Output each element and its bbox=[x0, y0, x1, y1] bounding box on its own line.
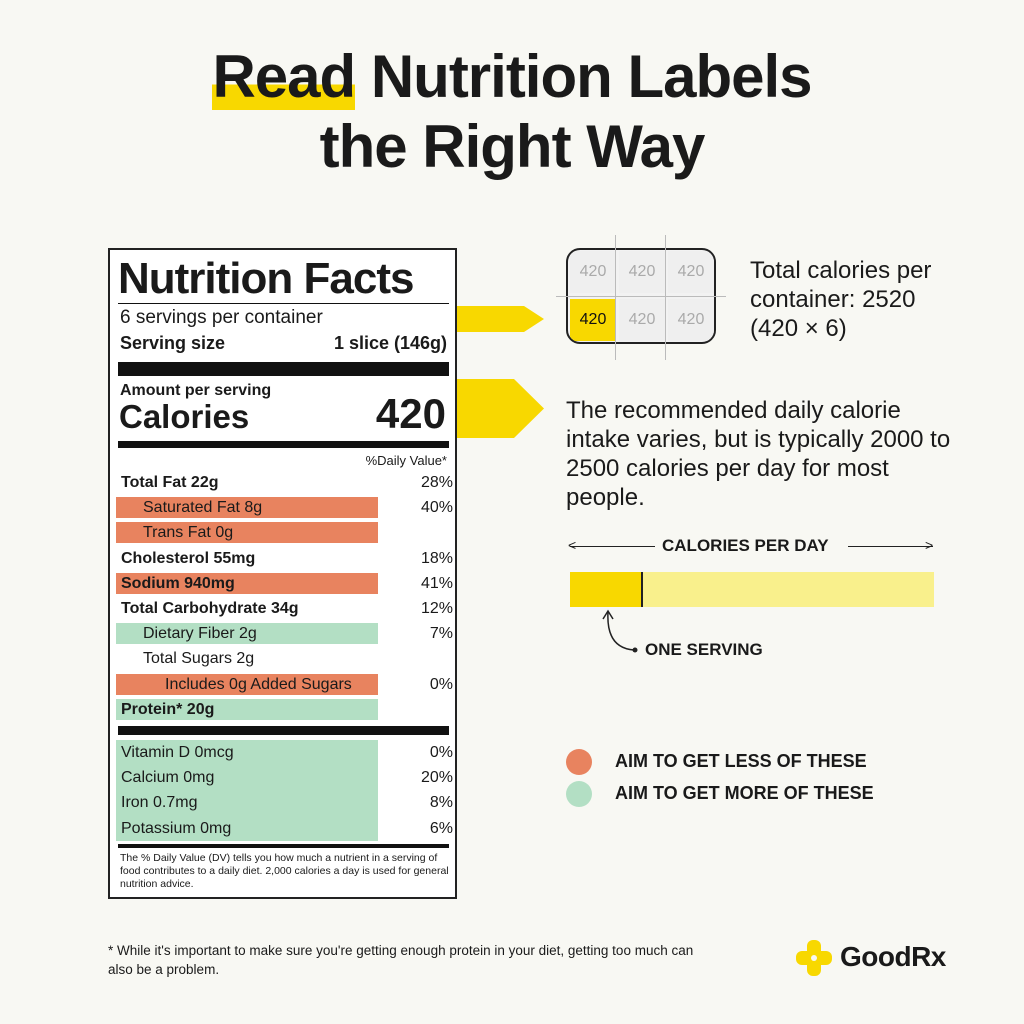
more-highlight bbox=[116, 765, 378, 791]
serving-cell: 420 bbox=[668, 251, 714, 293]
arrow-right-icon bbox=[848, 546, 933, 547]
nutrient-row: Saturated Fat 8g 40% bbox=[116, 497, 453, 519]
goodrx-logo-icon bbox=[796, 940, 832, 976]
label-heading: Nutrition Facts bbox=[118, 254, 414, 303]
calories-day-bar bbox=[570, 572, 934, 607]
calories-value: 420 bbox=[375, 390, 446, 437]
serving-size-label: Serving size bbox=[120, 333, 226, 353]
nutrition-label: Nutrition Facts 6 servings per container… bbox=[108, 248, 457, 899]
serving-cell: 420 bbox=[619, 251, 665, 293]
nutrient-name: Total Fat 22g bbox=[121, 474, 219, 491]
label-footnote: The % Daily Value (DV) tells you how muc… bbox=[120, 852, 449, 890]
serving-cell: 420 bbox=[619, 299, 665, 341]
container-total-text: Total calories per container: 2520 (420 … bbox=[750, 257, 932, 342]
nutrient-row: Includes 0g Added Sugars 0% bbox=[116, 673, 453, 695]
vitamin-name: Calcium 0mg bbox=[121, 769, 215, 787]
goodrx-brand: GoodRx bbox=[840, 941, 946, 972]
daily-value-header: %Daily Value* bbox=[365, 453, 447, 468]
nutrient-name: Sodium 940mg bbox=[121, 574, 235, 592]
less-legend-dot bbox=[566, 749, 592, 775]
nutrient-name: Total Sugars 2g bbox=[143, 650, 255, 668]
calories-label: Calories bbox=[119, 398, 250, 435]
nutrient-name: Cholesterol 55mg bbox=[121, 549, 256, 567]
more-highlight bbox=[116, 698, 378, 720]
nutrient-row: Dietary Fiber 2g 7% bbox=[116, 623, 453, 645]
page-title: Read Nutrition Labels the Right Way bbox=[0, 42, 1024, 182]
curved-arrow-icon bbox=[602, 609, 638, 653]
less-highlight bbox=[116, 522, 378, 544]
less-legend-label: AIM TO GET LESS OF THESE bbox=[615, 751, 867, 771]
nutrient-dv: 41% bbox=[420, 574, 453, 592]
nutrient-row: Sodium 940mg 41% bbox=[116, 572, 453, 594]
nutrient-dv: 18% bbox=[420, 549, 453, 567]
title-line2: the Right Way bbox=[319, 113, 706, 180]
nutrient-dv: 0% bbox=[429, 675, 453, 693]
serving-cell: 420 bbox=[570, 251, 616, 293]
nutrient-row: Total Sugars 2g bbox=[116, 648, 453, 669]
calories-per-day-label: CALORIES PER DAY bbox=[662, 536, 829, 555]
vitamin-dv: 8% bbox=[429, 794, 453, 812]
less-highlight bbox=[116, 497, 378, 519]
nutrient-row: Total Fat 22g 28% bbox=[116, 472, 453, 493]
vitamin-row: Vitamin D 0mcg 0% bbox=[116, 740, 453, 766]
more-highlight bbox=[116, 790, 378, 816]
vitamin-name: Vitamin D 0mcg bbox=[121, 744, 234, 761]
more-legend-dot bbox=[566, 781, 592, 807]
nutrient-dv: 7% bbox=[429, 625, 453, 643]
nutrient-row: Protein* 20g bbox=[116, 698, 453, 720]
less-highlight bbox=[116, 572, 378, 594]
servings-per-container: 6 servings per container bbox=[120, 307, 323, 328]
nutrient-dv: 28% bbox=[420, 474, 453, 491]
nutrient-name: Trans Fat 0g bbox=[143, 524, 234, 542]
nutrient-row: Trans Fat 0g bbox=[116, 522, 453, 544]
serving-size-value: 1 slice (146g) bbox=[333, 333, 447, 353]
one-serving-label: ONE SERVING bbox=[645, 640, 763, 659]
arrow-left-icon bbox=[570, 546, 655, 547]
vitamin-row: Iron 0.7mg 8% bbox=[116, 790, 453, 816]
nutrient-row: Cholesterol 55mg 18% bbox=[116, 548, 453, 569]
title-line1: Nutrition Labels bbox=[355, 43, 813, 110]
nutrient-name: Dietary Fiber 2g bbox=[143, 625, 257, 643]
vitamin-row: Calcium 0mg 20% bbox=[116, 765, 453, 791]
serving-cell: 420 bbox=[668, 299, 714, 341]
vitamin-name: Iron 0.7mg bbox=[121, 794, 198, 812]
nutrient-dv: 12% bbox=[420, 600, 453, 617]
nutrient-name: Includes 0g Added Sugars bbox=[165, 675, 352, 693]
one-serving-fill bbox=[570, 572, 643, 607]
more-highlight bbox=[116, 623, 378, 645]
vitamin-dv: 20% bbox=[420, 769, 453, 787]
nutrient-name: Saturated Fat 8g bbox=[143, 499, 263, 517]
protein-footnote: * While it's important to make sure you'… bbox=[108, 943, 694, 977]
vitamin-name: Potassium 0mg bbox=[121, 819, 232, 837]
vitamin-dv: 0% bbox=[429, 744, 453, 761]
more-legend-label: AIM TO GET MORE OF THESE bbox=[615, 783, 874, 803]
serving-cell: 420 bbox=[570, 299, 616, 341]
more-highlight bbox=[116, 740, 378, 766]
vitamin-dv: 6% bbox=[429, 819, 453, 837]
nutrient-name: Protein* 20g bbox=[121, 700, 215, 718]
amount-per-serving: Amount per serving bbox=[120, 382, 272, 399]
daily-intake-text: The recommended daily calorie intake var… bbox=[566, 397, 951, 511]
nutrient-row: Total Carbohydrate 34g 12% bbox=[116, 598, 453, 619]
vitamin-row: Potassium 0mg 6% bbox=[116, 815, 453, 841]
title-highlight: Read bbox=[212, 43, 356, 110]
more-highlight bbox=[116, 815, 378, 841]
nutrient-dv: 40% bbox=[420, 499, 453, 517]
nutrient-name: Total Carbohydrate 34g bbox=[121, 600, 299, 617]
less-highlight bbox=[116, 673, 378, 695]
